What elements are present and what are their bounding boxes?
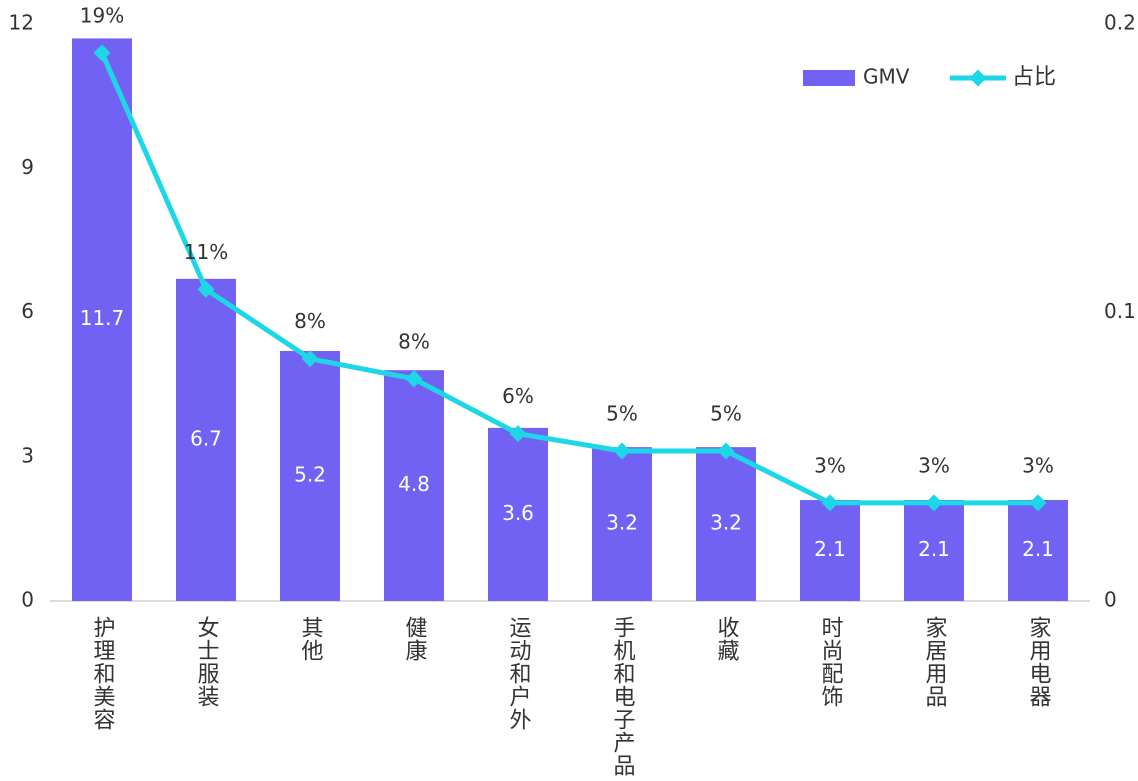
bar [904,500,964,601]
bar [384,370,444,601]
bar-value-label: 6.7 [190,426,222,450]
line-point [613,442,631,460]
line-value-label: 8% [398,329,430,353]
x-tick-label: 其他 [298,616,324,662]
line-value-label: 19% [80,3,124,27]
bar-value-label: 3.2 [710,511,742,535]
line [99,51,1038,506]
x-tick-label: 护理和美容 [90,616,116,731]
line-point [717,442,735,460]
bar-value-label: 11.7 [80,306,125,330]
bar [1008,500,1068,601]
line-point [821,494,839,512]
line-value-label: 8% [294,309,326,333]
x-tick-label: 健康 [402,616,428,662]
bar-value-label: 5.2 [294,462,326,486]
y-tick-label: 9 [21,155,34,179]
line-value-label: 3% [918,453,950,477]
x-tick-label: 家居用品 [922,616,948,708]
y-tick-label: 3 [21,443,34,467]
x-tick-label: 运动和户外 [506,616,532,731]
bar [592,447,652,601]
bar [696,447,756,601]
line-value-label: 3% [1022,453,1054,477]
bar [800,500,860,601]
line-point [93,44,111,62]
y-tick-label: 12 [9,11,34,35]
bar [488,427,548,601]
line-value-label: 3% [814,453,846,477]
line-point [197,280,215,298]
legend-swatch [803,70,855,86]
line-point [301,350,319,368]
bar-value-label: 2.1 [918,537,950,561]
line-point [405,370,423,388]
bar [176,278,236,601]
line-value-label: 5% [606,401,638,425]
line-value-label: 5% [710,401,742,425]
line-value-label: 11% [184,240,228,264]
y-tick-label: 6 [21,299,34,323]
x-tick-label: 时尚配饰 [818,616,844,708]
bar [72,38,132,602]
bar-value-label: 2.1 [1022,537,1054,561]
legend-swatch [969,69,987,87]
x-tick-label: 手机和电子产品 [610,616,636,777]
line-point [509,425,527,443]
line-point [925,494,943,512]
bar-value-label: 2.1 [814,537,846,561]
bar-value-label: 4.8 [398,472,430,496]
bar-value-label: 3.6 [502,501,534,525]
bar-value-label: 3.2 [606,511,638,535]
y-tick-label: 0 [21,588,34,612]
legend-label: GMV [863,65,910,89]
x-tick-label: 女士服装 [194,616,220,708]
bar [280,350,340,601]
y2-tick-label: 0 [1104,588,1117,612]
x-tick-label: 家用电器 [1026,616,1052,708]
legend-label: 占比 [1012,65,1056,90]
y2-tick-label: 0.1 [1104,299,1136,323]
y2-tick-label: 0.2 [1104,11,1136,35]
line-value-label: 6% [502,384,534,408]
x-tick-label: 收藏 [714,616,740,662]
